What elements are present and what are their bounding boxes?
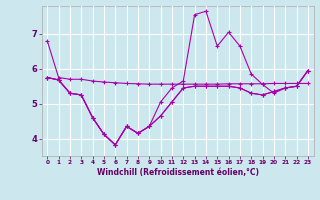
X-axis label: Windchill (Refroidissement éolien,°C): Windchill (Refroidissement éolien,°C): [97, 168, 259, 177]
